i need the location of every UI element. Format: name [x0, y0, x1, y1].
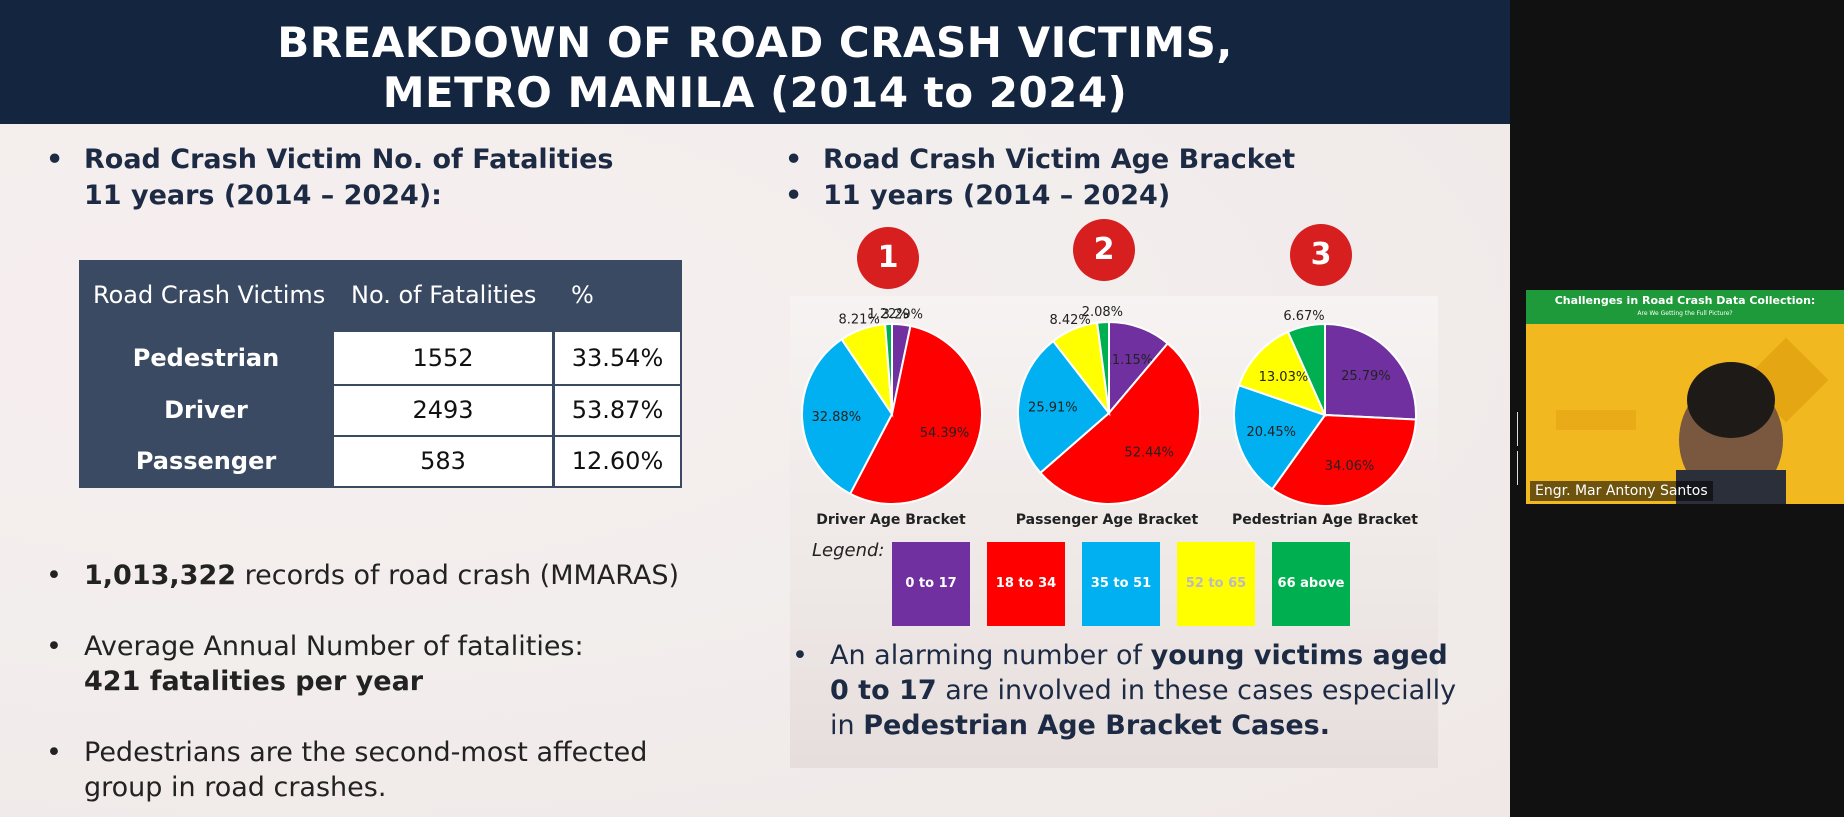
- pie-slice-0-to-17: [1324, 322, 1417, 421]
- pie-title-pedestrian: Pedestrian Age Bracket: [1232, 512, 1418, 528]
- records-text: records of road crash (MMARAS): [236, 560, 680, 591]
- legend-0-to-17: 0 to 17: [892, 542, 970, 626]
- pie-label-18-to-34: 52.44%: [1124, 446, 1174, 461]
- average-value: 421 fatalities per year: [84, 666, 424, 697]
- pie-title-driver: Driver Age Bracket: [816, 512, 966, 528]
- note-bullet: An alarming number of young victims aged…: [792, 638, 1492, 743]
- right-heading: Road Crash Victim Age Bracket 11 years (…: [785, 142, 1485, 214]
- left-bullets: 1,013,322 records of road crash (MMARAS)…: [46, 558, 746, 805]
- pie-slice-35-to-51: [1017, 339, 1111, 475]
- note-bold3: Pedestrian Age Bracket Cases.: [863, 710, 1330, 741]
- note-part1: An alarming number of: [830, 640, 1151, 671]
- right-heading-bullet1: Road Crash Victim Age Bracket: [785, 142, 1485, 178]
- badge-3: 3: [1290, 224, 1352, 286]
- pie-pedestrian: 25.79% 34.06% 20.45% 13.03% 6.67%: [1233, 309, 1417, 507]
- pie-label-0-to-17: 25.79%: [1341, 369, 1391, 384]
- fatalities-table: Road Crash Victims No. of Fatalities % P…: [79, 260, 682, 488]
- pie-label-52-to-65: 8.21%: [839, 313, 880, 328]
- note-bold1: young victims aged: [1150, 640, 1448, 671]
- note-part3: in: [830, 710, 864, 741]
- left-heading-line2: 11 years (2014 – 2024):: [84, 180, 442, 211]
- pie-slice-66-above: [884, 322, 893, 415]
- table-cell-driver-percent: 53.87%: [555, 386, 680, 435]
- pie-slice-0-to-17: [1108, 320, 1170, 416]
- pie-label-0-to-17: 3.29%: [882, 308, 923, 323]
- video-banner: Challenges in Road Crash Data Collection…: [1526, 290, 1844, 324]
- pedestrians-line1: Pedestrians are the second-most affected: [84, 737, 648, 768]
- average-text: Average Annual Number of fatalities:: [84, 631, 584, 662]
- participant-video-tile[interactable]: Challenges in Road Crash Data Collection…: [1526, 290, 1844, 504]
- pie-label-0-to-17: 11.15%: [1104, 353, 1154, 368]
- pie-slice-35-to-51: [1233, 383, 1327, 491]
- presentation-slide: BREAKDOWN OF ROAD CRASH VICTIMS, METRO M…: [0, 0, 1510, 817]
- table-cell-pedestrian-percent: 33.54%: [555, 332, 680, 384]
- table-cell-driver-fatalities: 2493: [334, 386, 552, 435]
- left-heading-line1: Road Crash Victim No. of Fatalities: [84, 144, 614, 175]
- pie-slice-66-above: [1096, 320, 1110, 414]
- pie-label-52-to-65: 13.03%: [1259, 370, 1309, 385]
- legend-18-to-34: 18 to 34: [987, 542, 1065, 626]
- slide-title-line1: BREAKDOWN OF ROAD CRASH VICTIMS,: [277, 18, 1233, 67]
- slide-title-line2: METRO MANILA (2014 to 2024): [382, 68, 1128, 117]
- pie-slice-18-to-34: [1038, 342, 1201, 505]
- table-row-label-pedestrian: Pedestrian: [132, 344, 280, 372]
- bullet-records: 1,013,322 records of road crash (MMARAS): [46, 558, 746, 593]
- pie-label-18-to-34: 54.39%: [920, 426, 970, 441]
- pie-label-18-to-34: 34.06%: [1325, 459, 1375, 474]
- legend-title: Legend:: [812, 540, 885, 561]
- badge-2: 2: [1073, 219, 1135, 281]
- video-banner-title: Challenges in Road Crash Data Collection…: [1554, 294, 1816, 307]
- table-cell-pedestrian-fatalities: 1552: [334, 332, 552, 384]
- table-header-percent: %: [571, 281, 594, 309]
- table-row-label-driver: Driver: [164, 396, 248, 424]
- table-cell-passenger-fatalities: 583: [334, 437, 552, 486]
- table-header-victims: Road Crash Victims: [93, 281, 326, 309]
- pie-label-52-to-65: 8.42%: [1049, 313, 1090, 328]
- pie-passenger: 11.15% 52.44% 25.91% 8.42%2.08%: [1017, 305, 1201, 505]
- participant-name: Engr. Mar Antony Santos: [1530, 481, 1713, 501]
- title-bar: BREAKDOWN OF ROAD CRASH VICTIMS, METRO M…: [0, 0, 1510, 124]
- panel-resize-handle[interactable]: [1517, 412, 1522, 485]
- pie-label-66-above: 6.67%: [1283, 309, 1324, 324]
- pie-slice-18-to-34: [1270, 413, 1417, 507]
- pie-slice-66-above: [1286, 322, 1326, 416]
- note-part2: are involved in these cases especially: [936, 675, 1457, 706]
- pie-slice-18-to-34: [848, 324, 983, 505]
- pie-label-35-to-51: 20.45%: [1246, 425, 1296, 440]
- pie-label-35-to-51: 25.91%: [1028, 401, 1078, 416]
- legend-52-to-65: 52 to 65: [1177, 542, 1255, 626]
- pie-label-66-above: 1.22%: [868, 307, 909, 322]
- right-note: An alarming number of young victims aged…: [792, 638, 1492, 743]
- pie-slice-52-to-65: [1237, 330, 1327, 417]
- video-background: [1526, 324, 1844, 504]
- pedestrians-line2: group in road crashes.: [84, 772, 387, 803]
- records-count: 1,013,322: [84, 560, 237, 591]
- right-heading-bullet2: 11 years (2014 – 2024): [785, 178, 1485, 214]
- pie-label-35-to-51: 32.88%: [811, 410, 861, 425]
- table-row-label-passenger: Passenger: [135, 447, 277, 475]
- table-cell-passenger-percent: 12.60%: [555, 437, 680, 486]
- table-header-fatalities: No. of Fatalities: [351, 281, 537, 309]
- bullet-average: Average Annual Number of fatalities: 421…: [46, 629, 746, 699]
- pie-label-66-above: 2.08%: [1082, 305, 1123, 320]
- legend-66-above: 66 above: [1272, 542, 1350, 626]
- note-bold2: 0 to 17: [830, 675, 937, 706]
- legend-35-to-51: 35 to 51: [1082, 542, 1160, 626]
- video-banner-subtitle: Are We Getting the Full Picture?: [1637, 310, 1733, 317]
- left-heading: Road Crash Victim No. of Fatalities 11 y…: [46, 142, 726, 214]
- pie-slice-35-to-51: [801, 337, 894, 496]
- pie-driver: 3.29% 54.39% 32.88% 8.21%1.22%: [801, 307, 983, 505]
- bullet-pedestrians: Pedestrians are the second-most affected…: [46, 735, 746, 805]
- left-heading-bullet: Road Crash Victim No. of Fatalities 11 y…: [46, 142, 726, 214]
- badge-1: 1: [857, 227, 919, 289]
- pie-title-passenger: Passenger Age Bracket: [1015, 512, 1199, 528]
